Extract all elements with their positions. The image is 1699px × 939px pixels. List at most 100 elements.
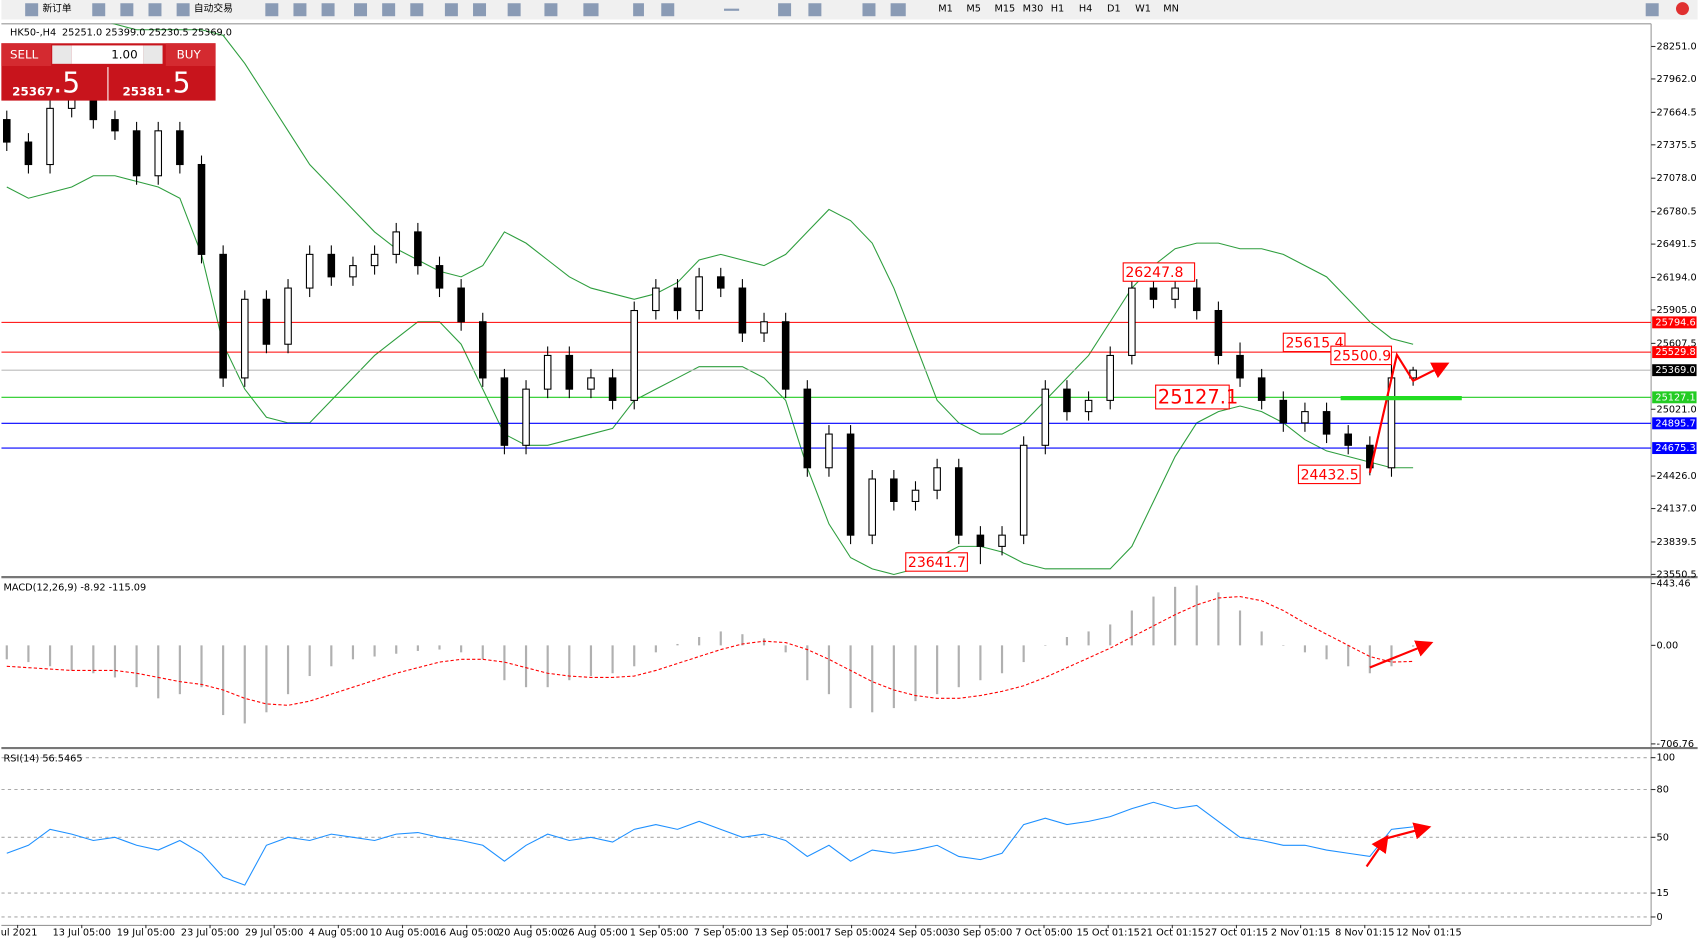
buy-label[interactable]: BUY: [177, 48, 202, 62]
candle-body: [673, 287, 682, 312]
y-tick-label: 80: [1657, 785, 1669, 796]
icon[interactable]: [293, 3, 307, 17]
y-tick-label: 0: [1657, 912, 1663, 923]
icon[interactable]: [92, 3, 106, 17]
y-tick-label: 28251.0: [1657, 41, 1697, 52]
icon[interactable]: [265, 3, 279, 17]
volume-box[interactable]: [71, 45, 144, 64]
icon[interactable]: [176, 3, 190, 17]
macd-bar: [460, 645, 463, 653]
x-tick-label: 17 Sep 05:00: [819, 928, 884, 939]
icon[interactable]: [321, 3, 335, 17]
x-tick-label: 27 Oct 01:15: [1205, 928, 1268, 939]
icon[interactable]: [808, 3, 822, 17]
macd-bar: [1390, 645, 1393, 667]
timeframe[interactable]: M30: [1023, 4, 1044, 15]
level-label: 25529.8: [1655, 347, 1695, 358]
macd-bar: [243, 645, 246, 724]
y-tick-label: 443.46: [1657, 579, 1691, 590]
macd-bar: [849, 645, 852, 709]
sell-button[interactable]: [1, 43, 52, 66]
timeframe[interactable]: D1: [1107, 4, 1121, 15]
timeframe[interactable]: M1: [938, 4, 953, 15]
x-tick-label: 30 Sep 05:00: [947, 928, 1012, 939]
timeframe[interactable]: H4: [1079, 4, 1093, 15]
trade-panel: SELL BUY 1.00 25367 .5 25381 .5: [1, 43, 216, 101]
candle-body: [1322, 411, 1331, 435]
icon[interactable]: [444, 3, 458, 17]
icon[interactable]: [473, 3, 487, 17]
spin[interactable]: [52, 45, 72, 64]
buy-pips[interactable]: .5: [164, 66, 191, 99]
timeframe[interactable]: MN: [1163, 4, 1179, 15]
candle-body: [911, 489, 920, 503]
icon[interactable]: [382, 3, 396, 17]
y-tick-label: 27078.0: [1657, 173, 1697, 184]
x-tick-label: 13 Sep 05:00: [755, 928, 820, 939]
icon[interactable]: [410, 3, 424, 17]
icon[interactable]: [661, 3, 675, 17]
new-order[interactable]: 新订单: [42, 2, 71, 15]
level-label: 24675.3: [1655, 443, 1695, 454]
level-label: 25127.1: [1655, 392, 1695, 403]
annotation: 25615.4: [1285, 335, 1343, 351]
candle-body: [565, 354, 574, 390]
timeframe[interactable]: H1: [1051, 4, 1065, 15]
macd-bar: [546, 645, 549, 688]
macd-bar: [178, 645, 181, 695]
x-tick-label: Jul 2021: [0, 928, 37, 939]
icon[interactable]: [862, 3, 876, 17]
macd-bar: [27, 645, 30, 663]
icon[interactable]: [724, 8, 740, 11]
x-tick-label: 19 Jul 05:00: [117, 928, 175, 939]
candle-body: [587, 377, 595, 390]
icon[interactable]: [778, 3, 792, 17]
icon[interactable]: [25, 3, 39, 17]
sell-pips[interactable]: .5: [53, 66, 80, 99]
x-tick-label: 23 Jul 05:00: [181, 928, 239, 939]
y-tick-label: 0.00: [1657, 640, 1679, 651]
arrow: [1365, 834, 1389, 868]
x-tick-label: 15 Oct 01:15: [1076, 928, 1139, 939]
icon[interactable]: [890, 3, 906, 17]
macd-bar: [416, 645, 419, 651]
level-label: 25794.6: [1655, 317, 1695, 328]
candle-body: [414, 231, 422, 267]
volume[interactable]: 1.00: [111, 48, 137, 62]
sell-label[interactable]: SELL: [10, 48, 39, 62]
macd-bar: [351, 645, 355, 660]
timeframe[interactable]: M5: [966, 4, 981, 15]
candle-body: [954, 467, 963, 536]
timeframe[interactable]: W1: [1135, 4, 1151, 15]
candle-body: [435, 265, 444, 289]
sell-price[interactable]: 25367: [12, 84, 53, 98]
candle-body: [1257, 377, 1266, 401]
icon[interactable]: [120, 3, 134, 17]
buy-price[interactable]: 25381: [123, 84, 164, 98]
macd-bar: [395, 645, 398, 654]
macd-bar: [719, 631, 722, 646]
spin[interactable]: [143, 45, 163, 64]
timeframe[interactable]: M15: [994, 4, 1015, 15]
annotation-box: [1297, 464, 1361, 485]
candle-body: [1214, 309, 1223, 356]
macd-bar: [1174, 586, 1177, 646]
candle-body: [305, 253, 314, 289]
icon[interactable]: [507, 3, 521, 17]
icon[interactable]: [544, 3, 558, 17]
auto-trading[interactable]: 自动交易: [194, 2, 233, 15]
icon[interactable]: [1645, 3, 1659, 17]
signal-line: [6, 596, 1414, 706]
macd-bar: [1130, 610, 1133, 646]
icon[interactable]: [583, 3, 599, 17]
buy-button[interactable]: [165, 43, 216, 66]
icon[interactable]: [354, 3, 368, 17]
level-label: 24895.7: [1655, 418, 1695, 429]
alert-icon[interactable]: [1675, 2, 1689, 16]
candle-body: [284, 287, 292, 345]
macd-bar: [589, 645, 593, 677]
x-tick-label: 2 Nov 01:15: [1271, 928, 1330, 939]
icon[interactable]: [148, 3, 162, 17]
icon[interactable]: [633, 3, 644, 17]
